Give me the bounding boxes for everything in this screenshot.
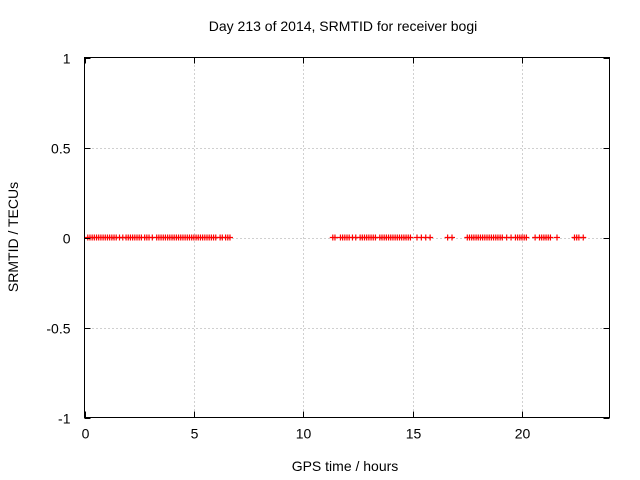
data-point [580, 234, 587, 241]
x-tick-label: 20 [515, 426, 531, 442]
data-point [523, 234, 530, 241]
y-tick-label: 0.5 [51, 141, 71, 157]
y-tick-label: 0 [63, 231, 71, 247]
y-tick-label: 1 [63, 51, 71, 67]
y-tick-label: -0.5 [46, 321, 70, 337]
data-point [554, 234, 560, 241]
x-tick-label: 10 [296, 426, 312, 442]
data-point [226, 234, 233, 241]
data-point [331, 234, 338, 241]
y-axis: 1 0.5 0 -0.5 -1 [46, 51, 610, 427]
x-axis-label: GPS time / hours [292, 458, 399, 474]
x-axis: 0 5 10 15 20 [82, 57, 531, 442]
x-tick-label: 0 [82, 426, 90, 442]
y-axis-label: SRMTID / TECUs [5, 182, 21, 292]
x-tick-label: 5 [191, 426, 199, 442]
data-series [84, 234, 587, 241]
chart-title: Day 213 of 2014, SRMTID for receiver bog… [209, 18, 477, 34]
y-tick-label: -1 [58, 411, 71, 427]
data-point [407, 234, 414, 241]
data-point [449, 234, 455, 241]
plot-frame [84, 57, 610, 418]
data-point [547, 234, 554, 241]
data-point [427, 234, 434, 241]
x-tick-label: 15 [406, 426, 422, 442]
